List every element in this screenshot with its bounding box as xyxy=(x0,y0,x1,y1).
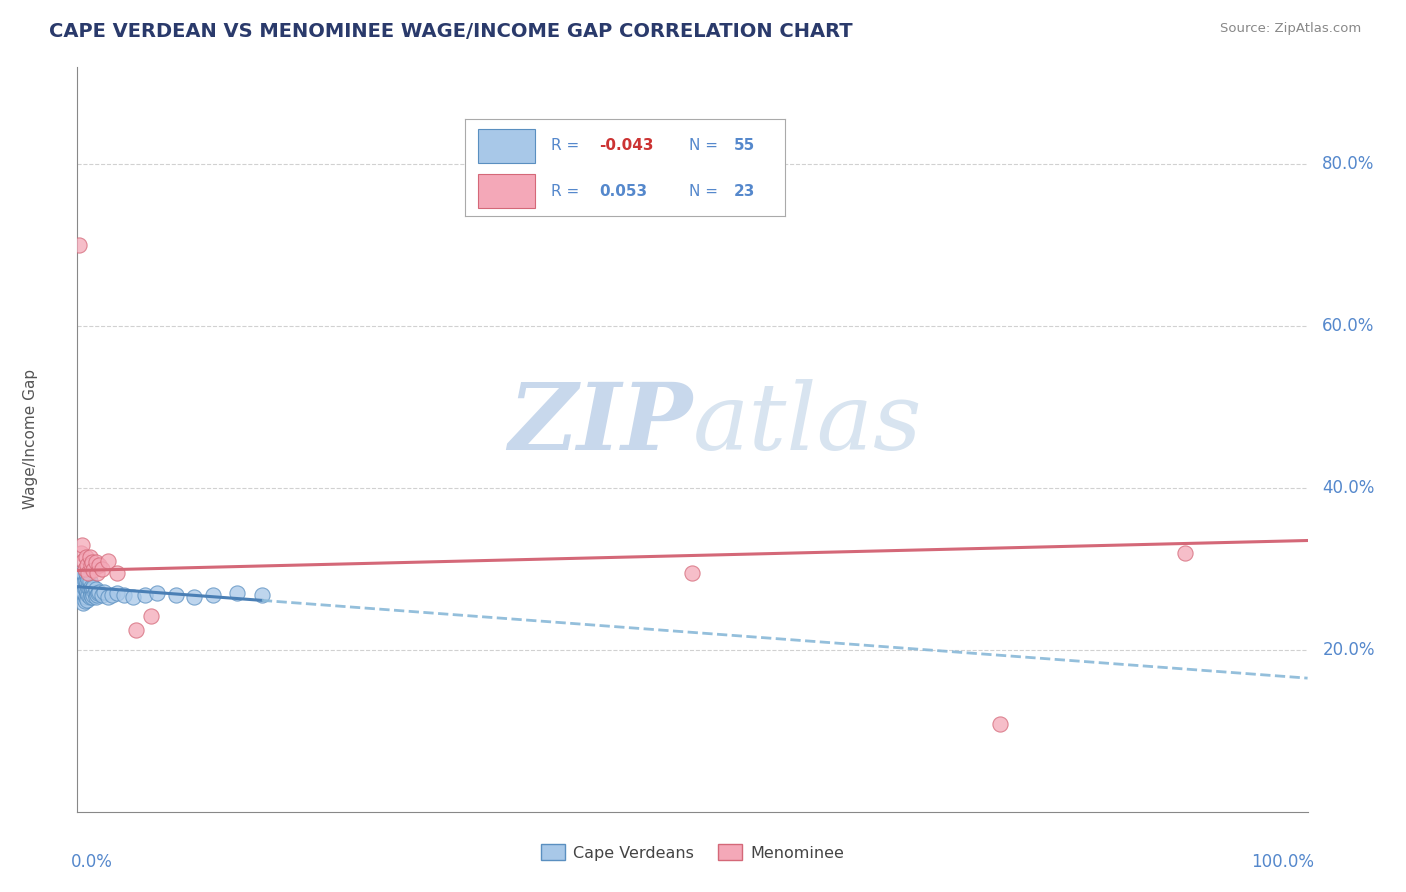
Text: 60.0%: 60.0% xyxy=(1323,317,1375,335)
Point xyxy=(250,588,273,602)
Point xyxy=(69,574,91,588)
Legend: Cape Verdeans, Menominee: Cape Verdeans, Menominee xyxy=(534,838,851,867)
Point xyxy=(93,584,115,599)
Point xyxy=(1174,546,1197,560)
Text: ZIP: ZIP xyxy=(508,379,693,469)
Point xyxy=(141,608,163,623)
Point xyxy=(682,566,704,580)
Point xyxy=(226,586,249,600)
Point xyxy=(77,572,100,586)
Point xyxy=(76,558,98,572)
Text: 40.0%: 40.0% xyxy=(1323,479,1375,497)
Point xyxy=(75,574,97,588)
Text: 20.0%: 20.0% xyxy=(1323,640,1375,659)
Point xyxy=(77,588,100,602)
Point xyxy=(70,578,93,592)
Point xyxy=(84,590,107,604)
Point xyxy=(72,576,94,591)
Point xyxy=(101,588,124,602)
Point xyxy=(70,537,93,551)
Point xyxy=(73,574,96,588)
Point xyxy=(77,580,100,594)
Point xyxy=(82,555,104,569)
Text: 0.0%: 0.0% xyxy=(72,853,112,871)
Point xyxy=(73,594,96,608)
Point xyxy=(89,584,111,599)
Point xyxy=(183,590,205,604)
Point xyxy=(112,588,135,602)
Point xyxy=(125,623,148,637)
Point xyxy=(69,586,91,600)
Point xyxy=(79,590,101,604)
Point xyxy=(84,555,107,569)
Point xyxy=(67,578,90,592)
Text: Wage/Income Gap: Wage/Income Gap xyxy=(22,369,38,509)
Point xyxy=(75,566,97,580)
Point xyxy=(201,588,224,602)
Text: 100.0%: 100.0% xyxy=(1251,853,1313,871)
Point xyxy=(90,588,114,602)
Text: Source: ZipAtlas.com: Source: ZipAtlas.com xyxy=(1220,22,1361,36)
Point xyxy=(76,576,98,591)
Point xyxy=(73,562,96,576)
Point xyxy=(79,549,101,564)
Point xyxy=(72,584,94,599)
Point xyxy=(146,586,169,600)
Point xyxy=(70,546,93,560)
Point xyxy=(82,588,104,602)
Point xyxy=(75,590,97,604)
Point xyxy=(70,588,93,602)
Point xyxy=(79,582,101,596)
Point xyxy=(82,590,104,604)
Point xyxy=(89,558,111,572)
Point xyxy=(97,590,120,604)
Point xyxy=(72,596,94,610)
Point xyxy=(82,582,104,596)
Point xyxy=(86,566,108,580)
Point xyxy=(80,558,103,572)
Point xyxy=(67,566,90,580)
Text: 80.0%: 80.0% xyxy=(1323,155,1375,173)
Point xyxy=(134,588,156,602)
Point xyxy=(73,582,96,596)
Point xyxy=(80,580,103,594)
Point xyxy=(105,566,128,580)
Point xyxy=(77,566,100,580)
Point xyxy=(76,592,98,607)
Point xyxy=(90,562,114,576)
Point xyxy=(67,238,90,252)
Point xyxy=(70,590,93,604)
Point xyxy=(86,588,108,602)
Point xyxy=(988,717,1011,731)
Point xyxy=(79,574,101,588)
Point xyxy=(70,570,93,584)
Point xyxy=(80,588,103,602)
Point xyxy=(83,586,105,600)
Point xyxy=(105,586,128,600)
Point xyxy=(121,590,143,604)
Point xyxy=(76,584,98,599)
Point xyxy=(84,582,107,596)
Text: CAPE VERDEAN VS MENOMINEE WAGE/INCOME GAP CORRELATION CHART: CAPE VERDEAN VS MENOMINEE WAGE/INCOME GA… xyxy=(49,22,853,41)
Point xyxy=(82,564,104,578)
Point xyxy=(72,554,94,568)
Point xyxy=(82,580,104,594)
Point xyxy=(87,586,110,600)
Point xyxy=(72,566,94,580)
Point xyxy=(75,549,97,564)
Point xyxy=(97,554,120,568)
Point xyxy=(75,582,97,596)
Text: atlas: atlas xyxy=(693,379,922,469)
Point xyxy=(70,582,93,596)
Point xyxy=(165,588,187,602)
